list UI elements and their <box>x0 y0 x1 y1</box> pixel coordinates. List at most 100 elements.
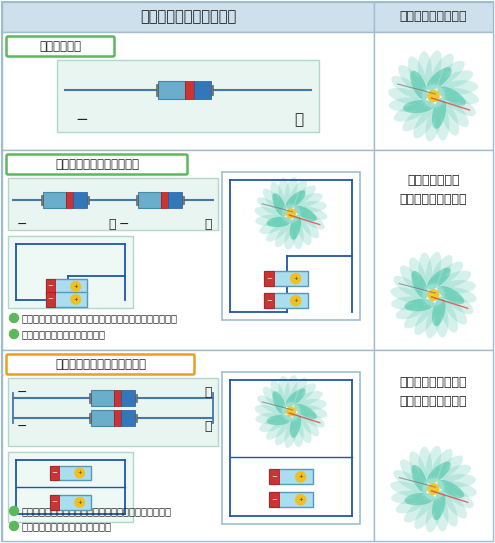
Ellipse shape <box>289 180 307 205</box>
Ellipse shape <box>290 413 301 438</box>
Circle shape <box>71 282 81 291</box>
Ellipse shape <box>404 305 432 329</box>
Bar <box>50 495 92 509</box>
Bar <box>264 293 308 308</box>
Ellipse shape <box>278 376 290 405</box>
Ellipse shape <box>442 80 478 94</box>
Ellipse shape <box>414 500 436 529</box>
Ellipse shape <box>299 413 319 437</box>
Bar <box>269 469 313 484</box>
Ellipse shape <box>299 207 327 220</box>
Text: +: + <box>73 284 78 289</box>
Bar <box>73 192 87 207</box>
Ellipse shape <box>432 97 446 129</box>
Circle shape <box>428 289 439 300</box>
Ellipse shape <box>266 420 290 440</box>
Bar <box>160 192 168 207</box>
Ellipse shape <box>285 420 297 448</box>
Ellipse shape <box>263 188 283 212</box>
Ellipse shape <box>426 252 442 285</box>
Ellipse shape <box>435 262 463 286</box>
Text: −: − <box>17 420 27 433</box>
Ellipse shape <box>419 252 432 287</box>
Ellipse shape <box>299 215 319 238</box>
Ellipse shape <box>426 446 442 479</box>
Ellipse shape <box>427 462 451 484</box>
Bar <box>46 292 55 307</box>
Text: 回路が１つの輪になっている。: 回路が１つの輪になっている。 <box>22 329 106 339</box>
Ellipse shape <box>435 105 449 141</box>
Bar <box>211 85 213 94</box>
Bar <box>89 394 91 402</box>
Text: かん電池の数やつなぎ方: かん電池の数やつなぎ方 <box>140 9 236 24</box>
Text: 回路がとちゅうで分かれている。: 回路がとちゅうで分かれている。 <box>22 521 112 531</box>
Ellipse shape <box>396 302 428 319</box>
Circle shape <box>296 495 306 504</box>
Ellipse shape <box>400 459 424 487</box>
Ellipse shape <box>432 490 446 520</box>
Text: +: + <box>294 276 298 281</box>
Ellipse shape <box>285 191 305 209</box>
Ellipse shape <box>409 451 427 484</box>
Text: かん電池１こ: かん電池１こ <box>40 40 82 53</box>
Bar <box>182 196 184 204</box>
Ellipse shape <box>390 481 424 497</box>
Bar <box>222 372 360 524</box>
Bar <box>91 411 113 426</box>
Ellipse shape <box>259 219 287 234</box>
Bar <box>46 279 55 294</box>
Text: かん電池２この直列つなぎ: かん電池２この直列つなぎ <box>55 158 139 171</box>
Bar <box>185 81 194 99</box>
Ellipse shape <box>293 185 316 205</box>
Bar <box>57 60 319 132</box>
Text: −: − <box>51 470 57 476</box>
Text: モーターの回る速さ: モーターの回る速さ <box>400 10 467 23</box>
Circle shape <box>428 90 439 102</box>
Bar <box>374 2 493 32</box>
Ellipse shape <box>404 493 435 506</box>
Ellipse shape <box>255 413 284 424</box>
Ellipse shape <box>435 497 448 532</box>
Bar <box>8 236 133 308</box>
Ellipse shape <box>263 387 283 410</box>
Ellipse shape <box>443 491 467 519</box>
Ellipse shape <box>390 287 424 303</box>
Bar <box>50 466 92 480</box>
Ellipse shape <box>289 378 307 403</box>
Bar <box>158 81 185 99</box>
Bar <box>41 195 43 205</box>
Ellipse shape <box>257 395 282 414</box>
Ellipse shape <box>418 52 432 87</box>
Ellipse shape <box>435 61 465 86</box>
Bar <box>374 350 493 541</box>
Ellipse shape <box>435 303 448 337</box>
Ellipse shape <box>394 276 423 298</box>
Ellipse shape <box>290 214 301 239</box>
Text: かん電池１この
ときより速かった。: かん電池１この ときより速かった。 <box>400 174 467 206</box>
Circle shape <box>291 274 301 283</box>
Text: −: − <box>17 386 27 399</box>
Bar <box>50 495 59 509</box>
Ellipse shape <box>272 193 286 217</box>
Ellipse shape <box>419 447 432 481</box>
Ellipse shape <box>270 380 285 407</box>
Ellipse shape <box>439 71 473 89</box>
Ellipse shape <box>391 296 425 310</box>
Ellipse shape <box>410 71 428 100</box>
Text: −: − <box>271 497 277 503</box>
Ellipse shape <box>267 415 292 425</box>
Ellipse shape <box>292 419 303 447</box>
Circle shape <box>287 209 296 218</box>
Ellipse shape <box>292 220 303 249</box>
Ellipse shape <box>296 391 323 406</box>
FancyBboxPatch shape <box>6 355 195 375</box>
Ellipse shape <box>285 222 297 250</box>
Text: −: − <box>51 500 57 506</box>
Bar <box>8 378 218 446</box>
Ellipse shape <box>441 102 459 136</box>
Ellipse shape <box>431 449 452 478</box>
Ellipse shape <box>425 106 442 142</box>
Bar <box>374 32 493 150</box>
Circle shape <box>9 507 18 515</box>
Text: −: − <box>48 296 53 302</box>
